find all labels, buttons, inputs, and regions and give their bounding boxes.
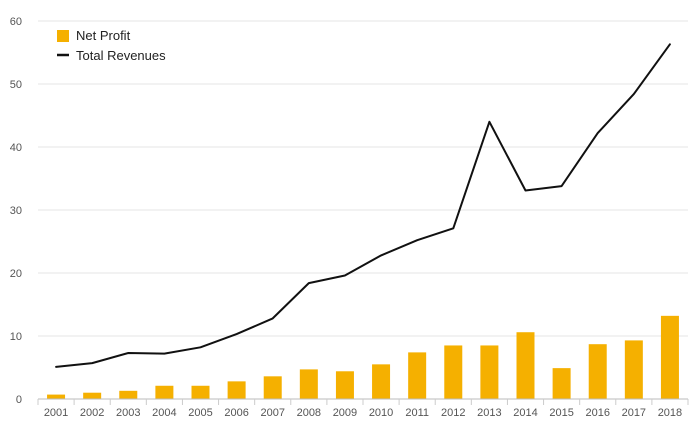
x-tick-label: 2003 xyxy=(116,407,140,419)
bar xyxy=(372,364,391,399)
x-tick-label: 2017 xyxy=(622,407,646,419)
bar-series-net-profit xyxy=(47,315,679,399)
bar xyxy=(227,381,246,399)
x-tick-label: 2010 xyxy=(369,407,393,419)
x-tick-label: 2006 xyxy=(224,407,248,419)
bar xyxy=(588,344,607,399)
bar xyxy=(444,345,463,399)
bar xyxy=(119,390,138,399)
bar xyxy=(83,392,102,399)
bar xyxy=(660,315,679,399)
x-tick-label: 2008 xyxy=(297,407,321,419)
x-tick-label: 2007 xyxy=(260,407,284,419)
x-tick-label: 2001 xyxy=(44,407,68,419)
y-tick-label: 20 xyxy=(10,268,22,280)
x-tick-label: 2002 xyxy=(80,407,104,419)
legend-swatch-net-profit xyxy=(57,30,69,42)
y-tick-label: 50 xyxy=(10,79,22,91)
bar xyxy=(335,371,354,399)
legend-label-net-profit: Net Profit xyxy=(76,28,131,43)
x-tick-label: 2014 xyxy=(513,407,537,419)
legend-label-total-revenues: Total Revenues xyxy=(76,48,166,63)
bar xyxy=(299,369,318,399)
bar xyxy=(155,385,174,399)
x-axis: 2001 2002 2003 2004 2005 2006 2007 2008 2009 2010… xyxy=(37,398,689,419)
x-tick-label: 2004 xyxy=(152,407,176,419)
bar xyxy=(191,385,210,399)
line-series-total-revenues xyxy=(55,43,671,368)
revenue-line xyxy=(55,43,671,368)
bar xyxy=(516,332,535,399)
bar xyxy=(624,340,643,399)
x-tick-label: 2011 xyxy=(405,407,429,419)
legend: Net Profit Total Revenues xyxy=(57,28,166,63)
grid xyxy=(38,20,688,337)
x-tick-label: 2005 xyxy=(188,407,212,419)
bar xyxy=(47,394,66,399)
x-tick-label: 2018 xyxy=(658,407,682,419)
y-tick-label: 10 xyxy=(10,331,22,343)
y-tick-label: 0 xyxy=(16,394,22,406)
bar xyxy=(408,352,427,399)
bar xyxy=(480,345,499,399)
x-tick-label: 2015 xyxy=(549,407,573,419)
x-tick-label: 2012 xyxy=(441,407,465,419)
x-tick-label: 2013 xyxy=(477,407,501,419)
x-tick-label: 2009 xyxy=(333,407,357,419)
bar xyxy=(263,376,282,399)
y-tick-label: 30 xyxy=(10,205,22,217)
x-tick-label: 2016 xyxy=(585,407,609,419)
y-tick-label: 60 xyxy=(10,16,22,28)
bar xyxy=(552,368,571,399)
y-tick-label: 40 xyxy=(10,142,22,154)
y-axis: 0 10 20 30 40 50 60 xyxy=(10,16,22,406)
